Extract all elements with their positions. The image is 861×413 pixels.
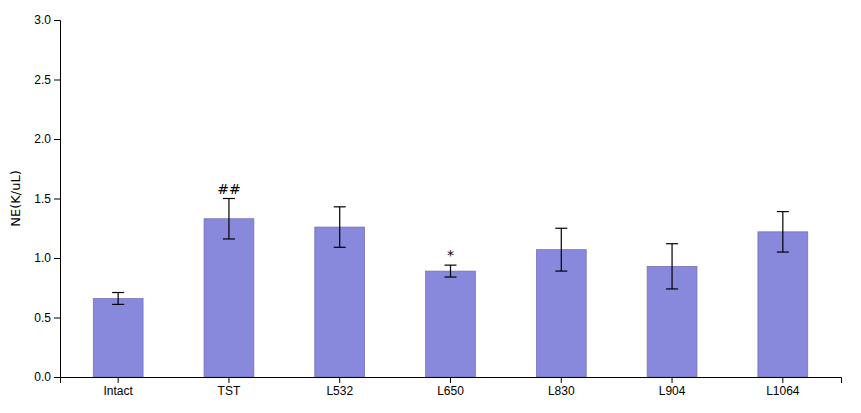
annotations: ## * (217, 181, 454, 264)
error-bar (666, 244, 678, 289)
y-tick-mark (54, 139, 60, 140)
error-stem (782, 212, 783, 252)
y-tick-mark (54, 20, 60, 21)
x-tick: Intact (103, 377, 133, 398)
y-tick-mark (54, 318, 60, 319)
y-tick-label: 0.0 (34, 370, 51, 384)
error-stem (671, 244, 672, 289)
error-cap (445, 276, 457, 277)
y-tick: 1.0 (34, 251, 60, 265)
y-axis: 0.0 0.5 1.0 1.5 2.0 2.5 3.0 (34, 13, 60, 384)
x-tick-label: L532 (326, 384, 353, 398)
bar (426, 271, 476, 377)
error-stem (450, 265, 451, 277)
y-tick-mark (54, 199, 60, 200)
y-tick-label: 3.0 (34, 13, 51, 27)
y-tick: 2.5 (34, 73, 60, 87)
x-tick-label: L904 (659, 384, 686, 398)
error-cap (112, 292, 124, 293)
error-stem (339, 207, 340, 247)
y-tick: 2.0 (34, 132, 60, 146)
error-bar (112, 293, 124, 305)
x-tick-label: L650 (437, 384, 464, 398)
error-cap (555, 228, 567, 229)
x-tick: L650 (437, 377, 464, 398)
y-tick: 1.5 (34, 192, 60, 206)
marks (93, 199, 808, 378)
bar (758, 232, 808, 377)
error-bar (334, 207, 346, 247)
y-tick-label: 0.5 (34, 311, 51, 325)
x-tick-mark (118, 377, 119, 383)
x-tick: L1064 (766, 377, 800, 398)
error-stem (561, 228, 562, 271)
x-tick-mark (228, 377, 229, 383)
y-tick: 0.5 (34, 311, 60, 325)
x-tick-mark (450, 377, 451, 383)
y-tick-label: 1.0 (34, 251, 51, 265)
y-tick-label: 2.5 (34, 73, 51, 87)
error-cap (666, 243, 678, 244)
y-tick: 0.0 (34, 370, 60, 384)
x-tick: TST (218, 377, 241, 398)
error-cap (112, 304, 124, 305)
y-tick-mark (54, 377, 60, 378)
error-cap (223, 238, 235, 239)
error-cap (777, 211, 789, 212)
x-tick-mark (782, 377, 783, 383)
bar (204, 219, 254, 377)
x-tick: L532 (326, 377, 353, 398)
error-bar (445, 265, 457, 277)
bar (93, 298, 143, 377)
x-tick-mark (561, 377, 562, 383)
error-cap (334, 206, 346, 207)
error-cap (223, 198, 235, 199)
error-bar (555, 228, 567, 271)
y-tick-label: 2.0 (34, 132, 51, 146)
x-axis-line (61, 378, 842, 384)
x-tick-mark (672, 377, 673, 383)
x-axis: Intact TST L532 L650 L830 L904 L1064 (61, 377, 842, 398)
plot: Intact TST L532 L650 L830 L904 L1064 0.0 0.5 1.0 1… (34, 13, 841, 397)
error-stem (118, 293, 119, 305)
error-bar (777, 212, 789, 252)
error-bar (223, 199, 235, 239)
x-tick-mark (339, 377, 340, 383)
x-tick-label: TST (218, 384, 241, 398)
y-axis-line (54, 21, 61, 378)
bar (315, 227, 365, 377)
y-tick-label: 1.5 (34, 192, 51, 206)
annotation: ## (217, 181, 240, 197)
y-tick-mark (54, 258, 60, 259)
error-cap (666, 288, 678, 289)
chart: Intact TST L532 L650 L830 L904 L1064 0.0 0.5 1.0 1… (0, 0, 861, 413)
error-cap (445, 265, 457, 266)
error-stem (228, 199, 229, 239)
x-tick: L904 (659, 377, 686, 398)
y-tick-mark (54, 80, 60, 81)
error-cap (334, 247, 346, 248)
annotation: * (447, 247, 454, 263)
error-cap (555, 270, 567, 271)
y-tick: 3.0 (34, 13, 60, 27)
x-tick-label: Intact (103, 384, 133, 398)
x-tick-label: L830 (548, 384, 575, 398)
x-tick: L830 (548, 377, 575, 398)
y-axis-title: NE(K/uL) (8, 170, 23, 226)
error-cap (777, 251, 789, 252)
x-tick-label: L1064 (766, 384, 800, 398)
